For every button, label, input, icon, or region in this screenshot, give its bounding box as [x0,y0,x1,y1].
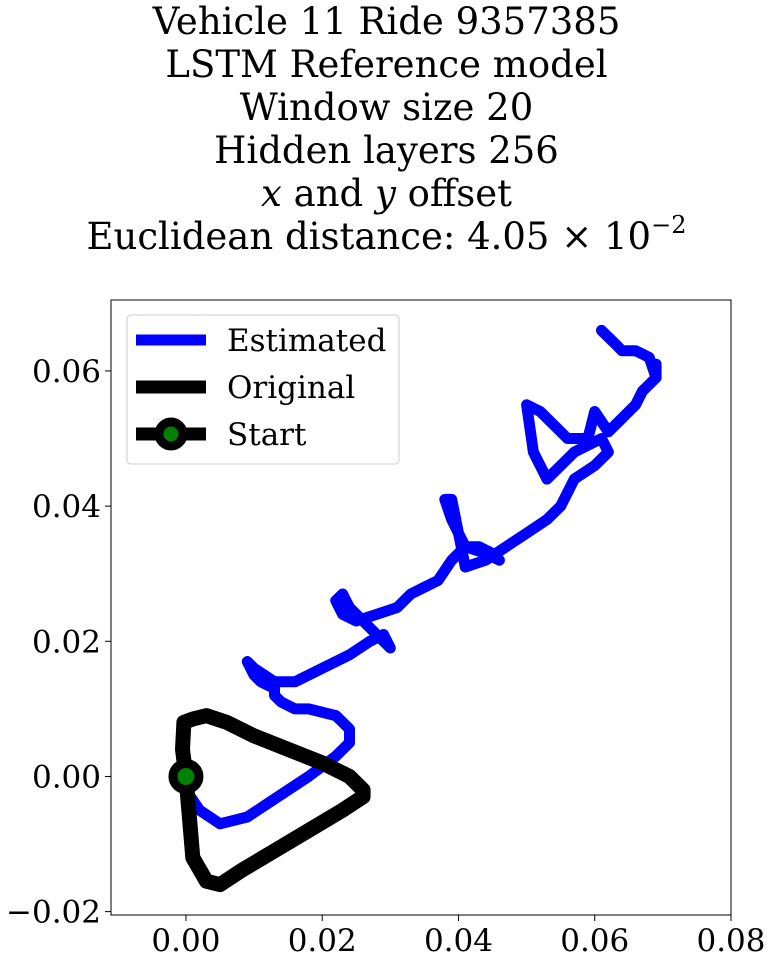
title-exponent: −2 [651,211,687,239]
chart-title: Vehicle 11 Ride 9357385 LSTM Reference m… [0,0,773,258]
title-times: × [549,215,604,258]
legend-label-original: Original [227,370,355,406]
x-tick-label: 0.06 [560,923,629,959]
y-tick-label: 0.06 [32,354,101,390]
series-line-original [175,708,371,893]
series-line-estimated [180,324,662,830]
title-base: 10 [604,215,652,258]
legend-box [126,314,400,465]
legend-label-start: Start [227,417,307,453]
legend-start-marker [154,417,188,451]
start-point-marker [168,758,204,794]
title-line-4: Hidden layers 256 [214,129,559,172]
x-tick-label: 0.04 [424,923,493,959]
title-line-1: Vehicle 11 Ride 9357385 [152,0,621,43]
title-and: and [281,172,375,215]
title-line-3: Window size 20 [239,86,534,129]
title-line-2: LSTM Reference model [165,43,608,86]
title-line-5: x and y offset [0,172,773,215]
x-tick-label: 0.00 [151,923,220,959]
y-tick-label: 0.02 [32,624,101,660]
x-tick-label: 0.02 [288,923,357,959]
title-distance-prefix: Euclidean distance: [86,215,468,258]
ticks: 0.00 0.02 0.04 0.06 0.08 −0.02 0.00 0.02 0.04 0.0… [6,354,766,959]
y-tick-label: 0.00 [32,759,101,795]
plot-lines [168,324,662,893]
y-tick-label: 0.04 [32,489,101,525]
title-offset: offset [395,172,512,215]
legend-label-estimated: Estimated [227,323,386,359]
title-line-6: Euclidean distance: 4.05 × 10−2 [0,213,773,258]
legend: Estimated Original Start [126,314,400,465]
title-y-symbol: y [375,172,396,215]
x-tick-label: 0.08 [696,923,765,959]
title-x-symbol: x [261,172,282,215]
axes-frame [110,299,732,916]
y-tick-label: −0.02 [6,895,101,931]
title-mantissa: 4.05 [467,215,550,258]
